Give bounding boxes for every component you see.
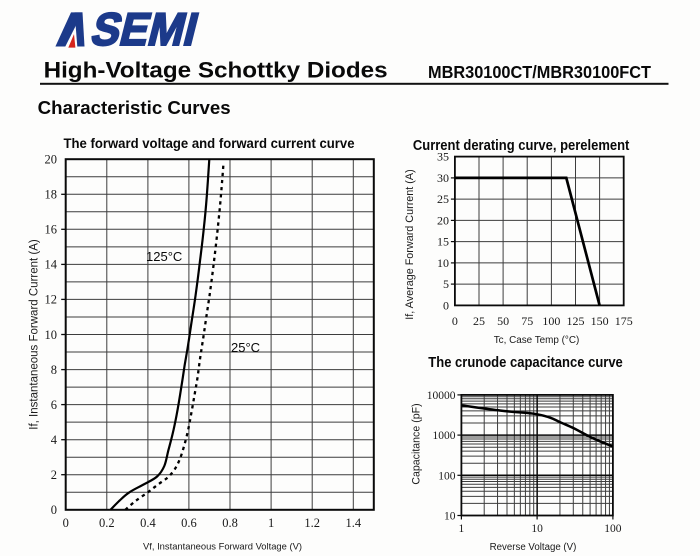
svg-text:15: 15 — [437, 235, 449, 249]
svg-text:The crunode capacitance curve: The crunode capacitance curve — [428, 355, 623, 371]
svg-text:1000: 1000 — [433, 430, 456, 442]
svg-text:125: 125 — [567, 314, 585, 328]
svg-text:10: 10 — [437, 256, 449, 270]
svg-text:High-Voltage Schottky Diodes: High-Voltage Schottky Diodes — [44, 58, 388, 83]
svg-text:125°C: 125°C — [146, 249, 182, 264]
svg-text:6: 6 — [51, 398, 57, 412]
svg-text:10: 10 — [444, 511, 456, 523]
svg-text:If, Average Forward Current (A: If, Average Forward Current (A) — [404, 169, 416, 319]
svg-text:4: 4 — [51, 433, 58, 447]
svg-text:The forward voltage and forwar: The forward voltage and forward current … — [64, 135, 355, 151]
svg-text:100: 100 — [604, 523, 622, 535]
svg-text:1.2: 1.2 — [304, 516, 320, 530]
svg-text:12: 12 — [45, 293, 58, 307]
svg-text:0.8: 0.8 — [222, 516, 238, 530]
svg-text:30: 30 — [437, 171, 449, 185]
svg-text:0.6: 0.6 — [181, 516, 197, 530]
svg-text:2: 2 — [51, 468, 57, 482]
svg-text:0: 0 — [443, 298, 449, 312]
svg-text:16: 16 — [45, 223, 58, 237]
svg-text:20: 20 — [45, 153, 58, 167]
svg-text:MBR30100CT/MBR30100FCT: MBR30100CT/MBR30100FCT — [428, 62, 651, 82]
svg-text:75: 75 — [521, 314, 533, 328]
svg-text:Vf, Instantaneous Forward Volt: Vf, Instantaneous Forward Voltage (V) — [143, 541, 302, 552]
svg-text:0: 0 — [63, 516, 69, 530]
svg-text:1.4: 1.4 — [345, 516, 361, 530]
svg-text:0.4: 0.4 — [140, 516, 156, 530]
svg-text:18: 18 — [45, 188, 58, 202]
svg-text:8: 8 — [51, 363, 57, 377]
svg-text:175: 175 — [615, 314, 633, 328]
svg-text:25: 25 — [473, 314, 485, 328]
svg-text:1: 1 — [459, 523, 465, 535]
svg-text:100: 100 — [542, 314, 560, 328]
svg-text:SEMI: SEMI — [87, 4, 204, 55]
svg-text:Capacitance (pF): Capacitance (pF) — [411, 403, 423, 484]
svg-text:20: 20 — [437, 213, 449, 227]
svg-text:0: 0 — [51, 503, 57, 517]
svg-text:0.2: 0.2 — [99, 516, 115, 530]
svg-text:25: 25 — [437, 192, 449, 206]
svg-text:Reverse Voltage (V): Reverse Voltage (V) — [490, 542, 577, 553]
svg-text:Tc, Case Temp (°C): Tc, Case Temp (°C) — [494, 335, 580, 346]
svg-text:35: 35 — [437, 150, 449, 164]
svg-text:10: 10 — [45, 328, 58, 342]
svg-text:1: 1 — [268, 516, 274, 530]
svg-text:50: 50 — [497, 314, 509, 328]
svg-text:Characteristic Curves: Characteristic Curves — [38, 97, 231, 118]
svg-text:150: 150 — [591, 314, 609, 328]
svg-text:10000: 10000 — [427, 390, 456, 402]
svg-text:25°C: 25°C — [231, 340, 260, 355]
svg-text:Current derating curve, perele: Current derating curve, perelement — [413, 138, 630, 154]
svg-text:100: 100 — [438, 470, 456, 482]
svg-text:0: 0 — [452, 314, 458, 328]
svg-text:10: 10 — [531, 523, 543, 535]
svg-text:5: 5 — [443, 277, 449, 291]
svg-text:If, Instantaneous Forward Curr: If, Instantaneous Forward Current (A) — [29, 239, 41, 430]
svg-text:14: 14 — [45, 258, 58, 272]
